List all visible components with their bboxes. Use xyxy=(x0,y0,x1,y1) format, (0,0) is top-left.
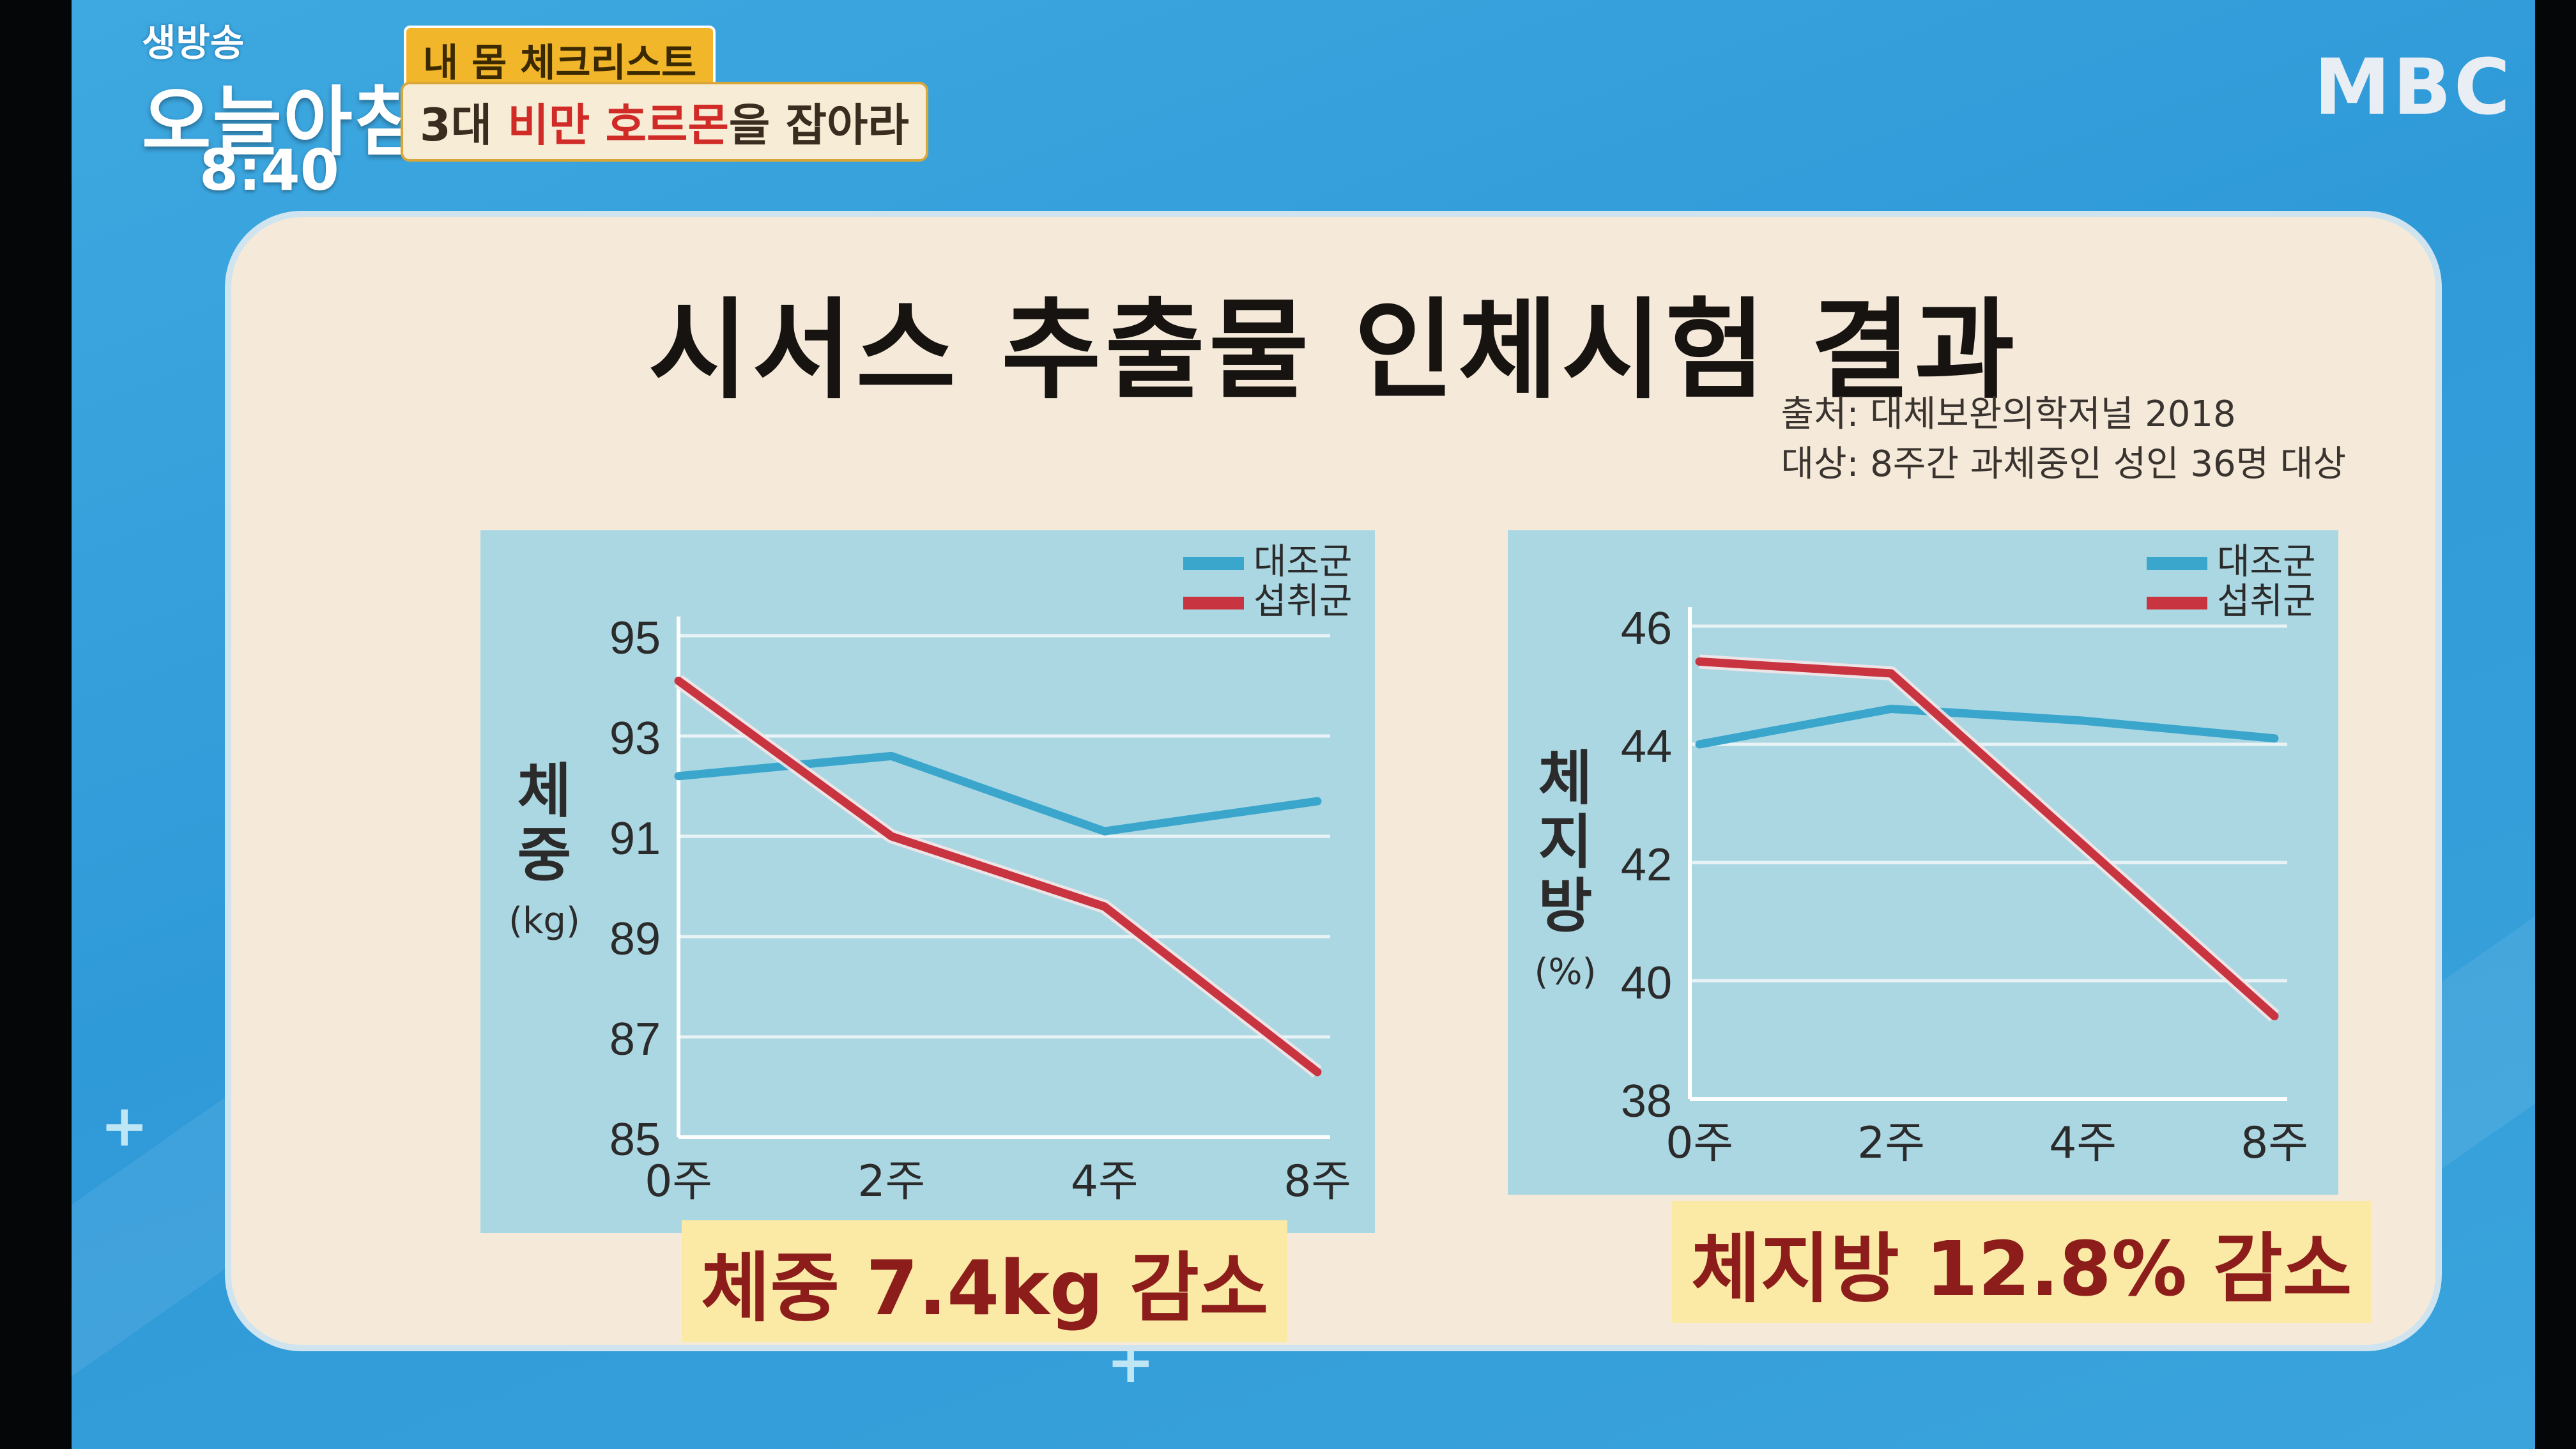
subject-line: 대상: 8주간 과체중인 성인 36명 대상 xyxy=(1781,443,2346,485)
y-tick-label: 42 xyxy=(1621,839,1672,891)
data-point xyxy=(2274,737,2275,739)
body-fat-chart: 38 40 42 44 46 0주 2주 4주 8주 체 지 방 (%) 대조군 섭취군 xyxy=(1508,530,2338,1195)
legend-label: 대조군 xyxy=(2217,541,2316,583)
source-note: 출처: 대체보완의학저널 2018 대상: 8주간 과체중인 성인 36명 대상 xyxy=(1781,390,2346,489)
data-point xyxy=(1317,801,1318,802)
x-tick-label: 0주 xyxy=(645,1156,712,1207)
x-tick-label: 8주 xyxy=(2241,1118,2308,1169)
data-point xyxy=(2082,844,2083,846)
legend-label: 대조군 xyxy=(1254,541,1353,583)
data-point xyxy=(891,755,893,757)
program-name: 오늘아침 xyxy=(142,78,425,166)
y-tick-label: 44 xyxy=(1621,721,1672,772)
subtitle-highlight: 비만 호르몬 xyxy=(507,99,729,151)
weight-chart: 85 87 89 91 93 95 0주 2주 4주 8주 체 중 (kg) 대조군 섭취군 xyxy=(480,530,1375,1233)
y-tick-label: 46 xyxy=(1621,603,1672,654)
data-point xyxy=(1317,1071,1318,1073)
fat-result-caption: 체지방 12.8% 감소 xyxy=(1672,1201,2372,1323)
x-tick-label: 4주 xyxy=(2049,1118,2117,1169)
data-point xyxy=(2082,720,2083,721)
subtitle-pre: 3대 xyxy=(420,99,508,151)
y-tick-label: 91 xyxy=(610,813,661,864)
y-tick-label: 89 xyxy=(610,914,661,965)
data-point xyxy=(678,680,679,682)
y-axis-unit: (kg) xyxy=(509,900,580,942)
y-axis-label-char: 지 xyxy=(1538,808,1593,877)
weight-result-caption: 체중 7.4kg 감소 xyxy=(682,1220,1288,1342)
plus-decoration-icon: + xyxy=(100,1092,149,1160)
legend-label: 섭취군 xyxy=(2217,581,2316,622)
legend-swatch xyxy=(1183,557,1244,570)
data-point xyxy=(678,775,679,777)
tv-screen: 생방송 오늘아침 8:40 내 몸 체크리스트 3대 비만 호르몬을 잡아라 M… xyxy=(72,0,2535,1449)
y-tick-label: 95 xyxy=(610,613,661,664)
y-axis-label-char: 중 xyxy=(518,821,572,889)
data-point xyxy=(1890,673,1892,674)
legend-swatch xyxy=(1183,597,1244,610)
y-axis-label-char: 체 xyxy=(518,757,572,825)
y-tick-label: 87 xyxy=(610,1014,661,1065)
series-halo xyxy=(674,675,1322,1078)
y-axis-unit: (%) xyxy=(1535,951,1597,993)
y-axis-label-char: 방 xyxy=(1538,872,1593,940)
series-line-intake xyxy=(674,677,1322,1077)
data-point xyxy=(2274,1015,2275,1017)
y-tick-label: 93 xyxy=(610,713,661,764)
program-time: 8:40 xyxy=(199,137,339,203)
subtitle-post: 을 잡아라 xyxy=(728,99,909,151)
x-tick-label: 2주 xyxy=(857,1156,925,1207)
data-point xyxy=(1699,661,1700,663)
data-point xyxy=(1103,831,1105,832)
program-live-label: 생방송 xyxy=(142,21,245,65)
legend-label: 섭취군 xyxy=(1254,581,1353,622)
y-tick-label: 85 xyxy=(610,1114,661,1165)
source-line: 출처: 대체보완의학저널 2018 xyxy=(1781,394,2236,435)
x-tick-label: 0주 xyxy=(1666,1118,1733,1169)
x-tick-label: 2주 xyxy=(1857,1118,1925,1169)
x-tick-label: 4주 xyxy=(1071,1156,1138,1207)
segment-subtitle: 3대 비만 호르몬을 잡아라 xyxy=(401,82,928,162)
data-point xyxy=(891,836,893,837)
x-tick-label: 8주 xyxy=(1284,1156,1351,1207)
y-axis-label-char: 체 xyxy=(1538,744,1593,813)
info-panel: 시서스 추출물 인체시험 결과 출처: 대체보완의학저널 2018 대상: 8주… xyxy=(225,211,2442,1351)
legend-swatch xyxy=(2147,557,2207,570)
data-point xyxy=(1890,708,1892,710)
data-point xyxy=(1699,744,1700,745)
series-line-intake xyxy=(1695,657,2279,1020)
y-tick-label: 40 xyxy=(1621,958,1672,1009)
y-tick-label: 38 xyxy=(1621,1076,1672,1127)
page-title: 시서스 추출물 인체시험 결과 xyxy=(648,288,2019,414)
legend-swatch xyxy=(2147,597,2207,610)
data-point xyxy=(1103,905,1105,907)
mbc-logo: MBC xyxy=(2314,43,2513,132)
series-line-control xyxy=(1695,705,2279,749)
